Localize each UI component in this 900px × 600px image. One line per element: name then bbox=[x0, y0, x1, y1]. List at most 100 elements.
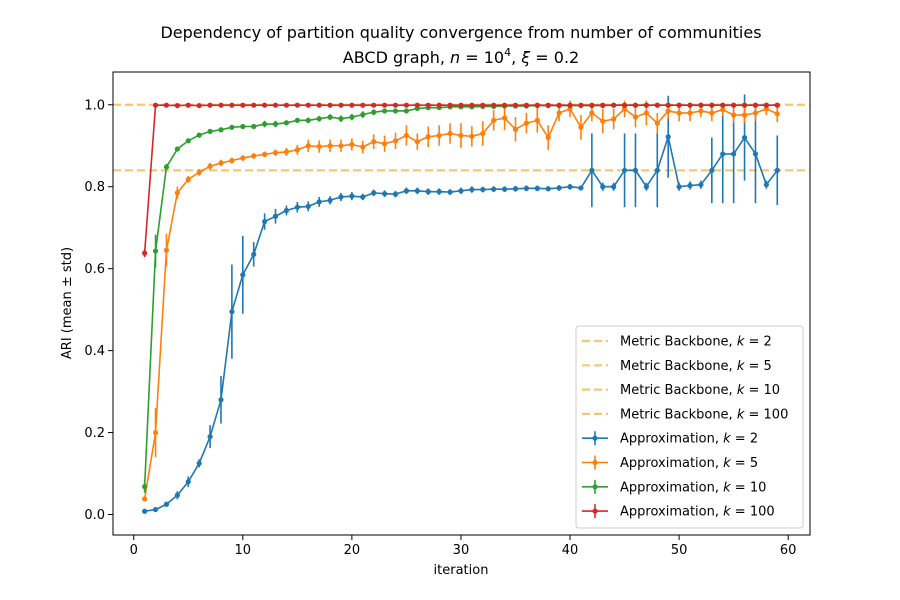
data-point bbox=[338, 102, 344, 108]
data-point bbox=[262, 151, 268, 157]
data-point bbox=[741, 112, 748, 118]
data-point bbox=[251, 102, 257, 108]
data-point bbox=[687, 102, 693, 108]
data-point bbox=[491, 102, 497, 108]
data-point bbox=[600, 118, 606, 124]
data-point bbox=[360, 112, 366, 118]
data-point bbox=[763, 106, 769, 112]
data-point bbox=[218, 397, 224, 403]
data-point bbox=[523, 185, 530, 191]
data-point bbox=[501, 115, 508, 121]
legend-swatch-marker bbox=[592, 459, 598, 466]
data-point bbox=[534, 102, 540, 108]
x-tick-label: 20 bbox=[344, 543, 361, 558]
data-point bbox=[480, 186, 486, 193]
data-point bbox=[349, 114, 355, 120]
data-point bbox=[458, 132, 464, 139]
data-point bbox=[676, 184, 682, 190]
data-point bbox=[349, 193, 355, 199]
data-point bbox=[632, 102, 639, 108]
data-point bbox=[392, 108, 399, 114]
chart-title-line2: ABCD graph, n = 104, ξ = 0.2 bbox=[343, 46, 579, 67]
data-point bbox=[643, 184, 649, 190]
legend-k-symbol: k bbox=[737, 335, 745, 350]
data-point bbox=[382, 108, 388, 114]
y-tick-label: 0.0 bbox=[84, 508, 105, 523]
data-point bbox=[229, 309, 235, 315]
data-point bbox=[316, 102, 322, 108]
chart-title-line1: Dependency of partition quality converge… bbox=[160, 23, 761, 42]
data-point bbox=[774, 102, 780, 108]
data-point bbox=[480, 102, 486, 108]
data-point bbox=[185, 102, 191, 108]
data-point bbox=[251, 123, 257, 130]
legend-k-symbol: k bbox=[737, 383, 745, 398]
data-point bbox=[556, 185, 562, 191]
data-point bbox=[774, 111, 780, 117]
data-point bbox=[469, 133, 475, 139]
data-point bbox=[643, 110, 649, 116]
data-point bbox=[436, 132, 442, 139]
data-point bbox=[283, 149, 290, 155]
data-point bbox=[632, 114, 639, 120]
y-tick-label: 0.2 bbox=[84, 426, 105, 441]
data-point bbox=[611, 102, 617, 108]
legend-label-prefix: Approximation, bbox=[620, 480, 723, 495]
data-point bbox=[382, 102, 388, 108]
data-point bbox=[687, 110, 693, 116]
legend-box bbox=[575, 325, 804, 529]
data-point bbox=[501, 186, 508, 192]
legend-swatch-marker bbox=[592, 484, 598, 490]
data-point bbox=[578, 102, 584, 108]
data-point bbox=[752, 151, 759, 157]
data-point bbox=[196, 460, 202, 466]
data-point bbox=[196, 102, 202, 109]
data-point bbox=[589, 167, 595, 173]
legend-entry-3: Metric Backbone, k = 100 bbox=[582, 407, 788, 422]
legend-entry-1: Metric Backbone, k = 5 bbox=[582, 359, 772, 374]
data-point bbox=[262, 121, 268, 127]
data-point bbox=[654, 167, 660, 173]
data-point bbox=[414, 102, 420, 108]
data-point bbox=[621, 102, 628, 108]
data-point bbox=[556, 110, 562, 116]
data-point bbox=[425, 102, 431, 108]
legend-label: Approximation, k = 2 bbox=[620, 432, 758, 447]
data-point bbox=[632, 167, 639, 173]
data-point bbox=[600, 184, 606, 190]
data-point bbox=[545, 102, 551, 108]
data-point bbox=[480, 130, 486, 137]
data-point bbox=[567, 102, 573, 108]
legend-entry-4: Approximation, k = 2 bbox=[582, 431, 758, 447]
data-point bbox=[305, 102, 311, 108]
data-point bbox=[665, 108, 671, 114]
data-point bbox=[403, 108, 410, 114]
data-point bbox=[240, 272, 246, 278]
data-point bbox=[709, 110, 715, 116]
title-n-symbol: n bbox=[450, 48, 460, 67]
data-point bbox=[392, 102, 399, 108]
data-point bbox=[687, 182, 693, 189]
series-k2 bbox=[142, 94, 780, 514]
data-point bbox=[534, 117, 540, 123]
data-point bbox=[752, 110, 759, 116]
y-axis-label: ARI (mean ± std) bbox=[60, 247, 75, 359]
legend-k-symbol: k bbox=[723, 505, 731, 520]
data-point bbox=[185, 479, 191, 485]
data-point bbox=[174, 146, 180, 152]
legend-label-prefix: Metric Backbone, bbox=[620, 407, 737, 422]
data-point bbox=[665, 134, 671, 140]
legend-k-symbol: k bbox=[737, 359, 745, 374]
data-point bbox=[305, 203, 311, 209]
data-point bbox=[578, 185, 584, 191]
data-point bbox=[611, 116, 617, 122]
data-point bbox=[327, 102, 333, 108]
data-point bbox=[763, 102, 769, 108]
data-point bbox=[152, 506, 159, 513]
data-point bbox=[272, 121, 279, 127]
data-point bbox=[491, 117, 497, 123]
data-point bbox=[676, 110, 682, 116]
data-point bbox=[163, 102, 170, 108]
legend-entry-0: Metric Backbone, k = 2 bbox=[582, 335, 772, 350]
data-point bbox=[709, 102, 715, 108]
